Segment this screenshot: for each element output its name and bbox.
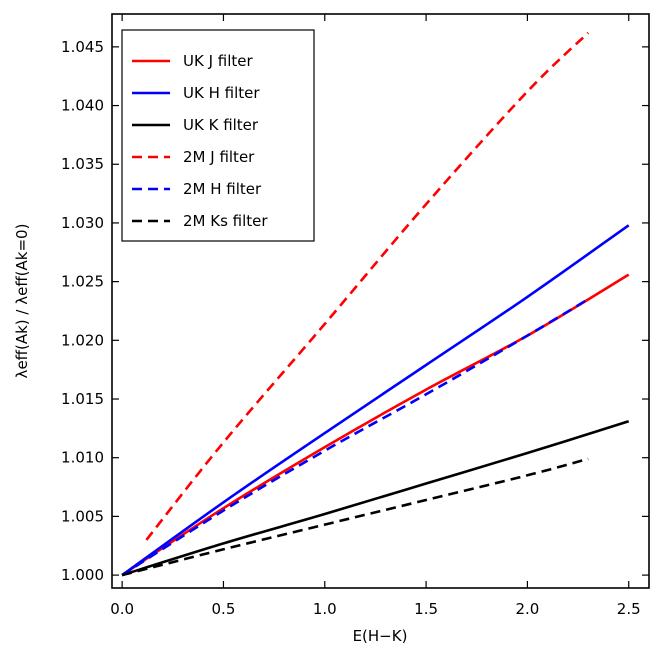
- y-tick-label: 1.020: [61, 331, 104, 349]
- x-tick-label: 0.5: [212, 600, 236, 618]
- tick-layer: 0.0 0.5 1.0 1.5 2.0 2.5 1.000 1.005 1.010 1.015 1.…: [61, 14, 649, 618]
- x-tick-label: 1.0: [313, 600, 337, 618]
- legend: UK J filter UK H filter UK K filter 2M J fi…: [121, 29, 315, 242]
- y-tick-label: 1.015: [61, 390, 104, 408]
- series-line-uk-k-filter: [121, 420, 630, 577]
- series-line-2m-ks-filter: [121, 457, 589, 577]
- x-tick-label: 1.5: [414, 600, 438, 618]
- y-tick-label: 1.005: [61, 507, 104, 525]
- y-tick-label: 1.040: [61, 97, 104, 115]
- legend-label-2m-ks-filter: 2M Ks filter: [183, 212, 268, 230]
- y-tick-label: 1.000: [61, 566, 104, 584]
- series-line-uk-h-filter: [121, 224, 630, 577]
- legend-items: UK J filter UK H filter UK K filter 2M J fi…: [132, 52, 268, 230]
- y-tick-label: 1.025: [61, 273, 104, 291]
- x-tick-label: 0.0: [110, 600, 134, 618]
- legend-box: [121, 29, 315, 242]
- y-tick-label: 1.010: [61, 449, 104, 467]
- plot-frame: [111, 13, 650, 589]
- legend-label-2m-h-filter: 2M H filter: [183, 180, 262, 198]
- x-tick-label: 2.5: [617, 600, 641, 618]
- y-tick-label: 1.030: [61, 214, 104, 232]
- series-line-2m-h-filter: [121, 298, 589, 577]
- series-layer: [121, 31, 630, 577]
- y-axis-label: λeff(Ak) / λeff(Ak=0): [13, 224, 31, 379]
- legend-label-2m-j-filter: 2M J filter: [183, 148, 255, 166]
- x-tick-label: 2.0: [515, 600, 539, 618]
- legend-label-uk-j-filter: UK J filter: [183, 52, 254, 70]
- y-tick-label: 1.045: [61, 38, 104, 56]
- legend-label-uk-k-filter: UK K filter: [183, 116, 259, 134]
- legend-label-uk-h-filter: UK H filter: [183, 84, 260, 102]
- y-tick-label: 1.035: [61, 155, 104, 173]
- x-axis-label: E(H−K): [353, 627, 408, 645]
